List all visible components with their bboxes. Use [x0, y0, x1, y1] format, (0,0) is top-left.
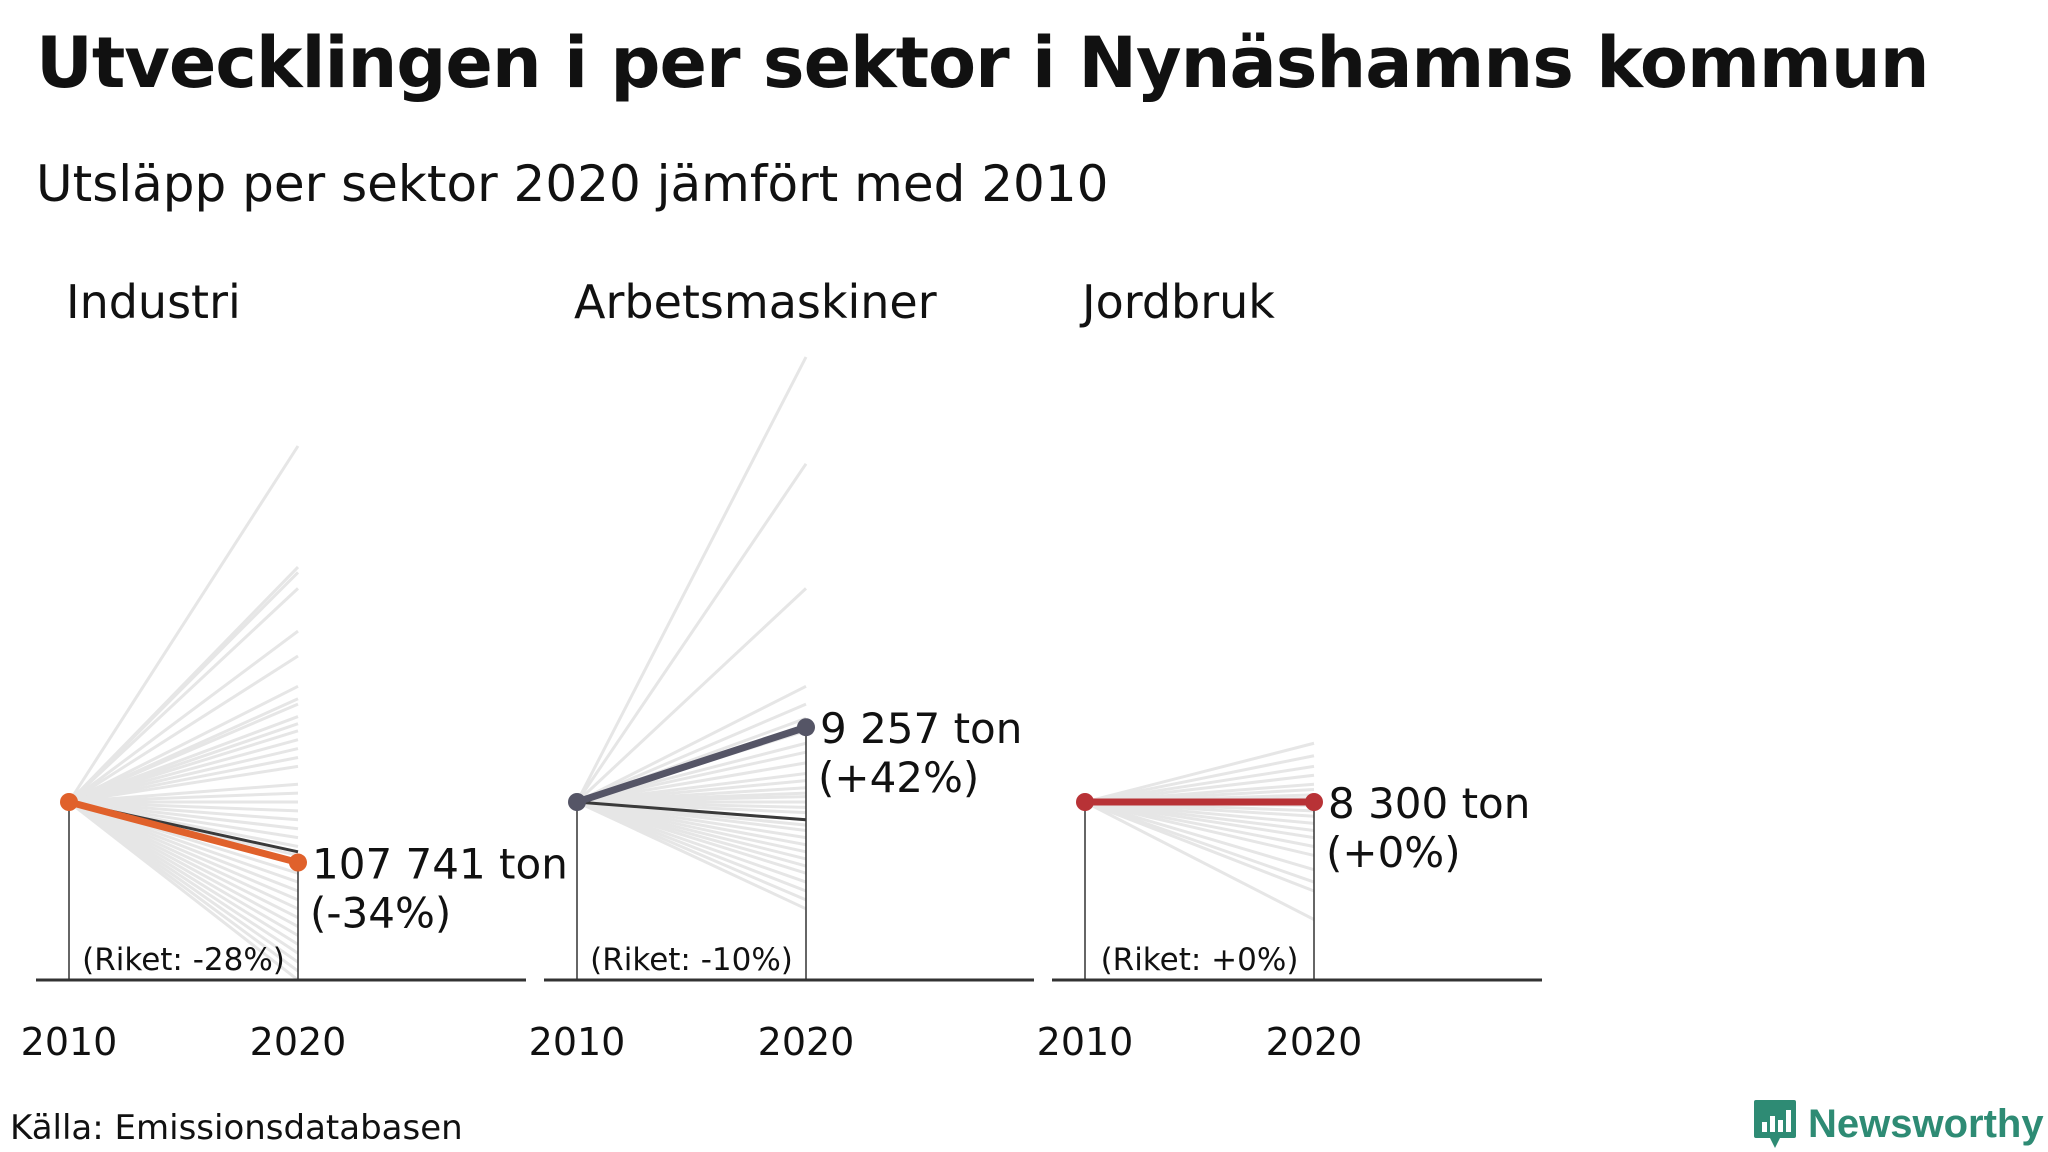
panel-marks [544, 718, 1034, 982]
other-municipality-line [67, 587, 300, 804]
chart-subtitle: Utsläpp per sektor 2020 jämfört med 2010 [36, 155, 1109, 213]
source-note: Källa: Emissionsdatabasen [10, 1108, 463, 1148]
x-tick-label-2020: 2020 [250, 1020, 347, 1064]
other-municipality-line [1084, 800, 1315, 872]
national-label: (Riket: -28%) [82, 942, 285, 978]
point-2010 [60, 793, 78, 811]
other-municipalities-lines [1084, 741, 1315, 921]
other-municipalities-lines [575, 356, 808, 911]
brand-logo[interactable]: Newsworthy [1752, 1098, 2044, 1150]
x-tick-label-2010: 2010 [529, 1020, 626, 1064]
other-municipality-line [576, 684, 807, 804]
panel-marks [1052, 793, 1542, 982]
other-municipality-line [575, 462, 808, 803]
change-label: (+42%) [818, 753, 979, 802]
other-municipality-line [68, 629, 299, 804]
panel-jordbruk: Jordbruk 2010 2020 8 300 ton (+0%) (Rike… [1037, 275, 1542, 1064]
panel-industri: Industri 2010 2020 107 741 ton (-34%) (R… [21, 275, 568, 1064]
point-2020 [289, 853, 307, 872]
municipality-line [65, 798, 302, 867]
sector-label: Arbetsmaskiner [574, 275, 937, 329]
other-municipality-line [1084, 800, 1315, 857]
other-municipality-line [1084, 741, 1315, 804]
other-municipality-line [68, 800, 299, 982]
x-tick-label-2010: 2010 [21, 1020, 118, 1064]
other-municipality-line [68, 684, 299, 804]
value-label: 8 300 ton [1328, 779, 1530, 828]
x-tick-label-2020: 2020 [758, 1020, 855, 1064]
panel-arbetsmaskiner: Arbetsmaskiner 2010 2020 9 257 ton (+42%… [529, 275, 1034, 1064]
other-municipality-line [1084, 754, 1315, 804]
change-label: (+0%) [1326, 828, 1461, 877]
other-municipality-line [68, 654, 299, 804]
other-municipality-line [67, 445, 300, 803]
national-trend-line [576, 800, 807, 822]
brand-name: Newsworthy [1808, 1101, 2044, 1146]
panel-marks [36, 793, 526, 982]
other-municipality-line [576, 750, 807, 804]
other-municipality-line [576, 702, 807, 804]
value-label: 107 741 ton [312, 840, 568, 889]
change-label: (-34%) [310, 889, 451, 938]
newsworthy-logo-icon [1754, 1100, 1796, 1148]
other-municipalities-lines [67, 445, 300, 982]
value-label: 9 257 ton [820, 704, 1022, 753]
other-municipality-line [67, 571, 300, 804]
other-municipality-line [68, 764, 299, 804]
other-municipality-line [576, 800, 807, 911]
sector-label: Industri [66, 275, 241, 329]
national-label: (Riket: -10%) [590, 942, 793, 978]
other-municipality-line [68, 702, 299, 804]
other-municipality-line [1084, 800, 1315, 893]
other-municipality-line [575, 356, 808, 803]
point-2020 [1305, 793, 1323, 811]
sector-label: Jordbruk [1079, 275, 1275, 329]
national-label: (Riket: +0%) [1101, 942, 1299, 978]
x-tick-label-2020: 2020 [1266, 1020, 1363, 1064]
x-tick-label-2010: 2010 [1037, 1020, 1134, 1064]
point-2010 [568, 793, 586, 811]
chart-title: Utvecklingen i per sektor i Nynäshamns k… [36, 22, 1930, 104]
other-municipality-line [1084, 800, 1315, 921]
other-municipality-line [575, 587, 808, 804]
other-municipality-line [576, 761, 807, 804]
point-2010 [1076, 793, 1094, 811]
municipality-line [573, 723, 810, 806]
point-2020 [797, 718, 815, 737]
